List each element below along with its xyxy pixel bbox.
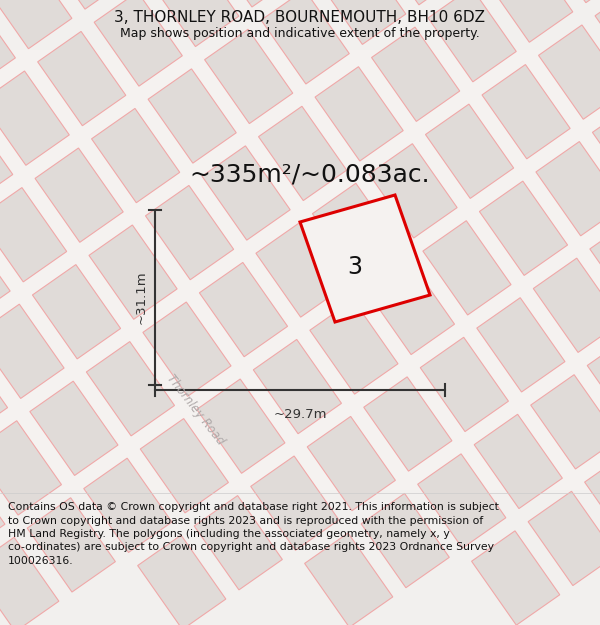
Polygon shape	[30, 381, 118, 476]
Polygon shape	[305, 533, 393, 625]
Polygon shape	[0, 538, 59, 625]
Polygon shape	[371, 27, 460, 121]
Polygon shape	[533, 258, 600, 352]
Polygon shape	[595, 0, 600, 79]
Polygon shape	[0, 111, 13, 205]
Polygon shape	[474, 414, 562, 509]
Polygon shape	[207, 0, 295, 7]
Polygon shape	[205, 29, 293, 124]
Polygon shape	[369, 144, 457, 238]
Polygon shape	[89, 225, 177, 319]
Polygon shape	[317, 0, 406, 44]
Text: co-ordinates) are subject to Crown copyright and database rights 2023 Ordnance S: co-ordinates) are subject to Crown copyr…	[8, 542, 494, 552]
Polygon shape	[300, 195, 430, 322]
Polygon shape	[253, 339, 341, 434]
Polygon shape	[0, 71, 69, 165]
Polygon shape	[364, 377, 452, 471]
Polygon shape	[0, 421, 61, 515]
Polygon shape	[307, 416, 395, 511]
Text: Map shows position and indicative extent of the property.: Map shows position and indicative extent…	[120, 26, 480, 39]
Text: Contains OS data © Crown copyright and database right 2021. This information is : Contains OS data © Crown copyright and d…	[8, 502, 499, 512]
Polygon shape	[202, 146, 290, 240]
Polygon shape	[315, 67, 403, 161]
Polygon shape	[367, 260, 455, 354]
Polygon shape	[0, 461, 5, 554]
Text: 3: 3	[347, 254, 362, 279]
Polygon shape	[86, 342, 175, 436]
Bar	[0, 50, 600, 490]
Polygon shape	[313, 183, 401, 278]
Polygon shape	[418, 454, 506, 548]
Polygon shape	[145, 186, 233, 280]
Bar	[0, 50, 600, 490]
Polygon shape	[137, 535, 226, 625]
Text: ~31.1m: ~31.1m	[134, 271, 148, 324]
Polygon shape	[0, 344, 8, 438]
Polygon shape	[592, 102, 600, 196]
Polygon shape	[0, 0, 16, 88]
Polygon shape	[197, 379, 285, 473]
Polygon shape	[485, 0, 573, 42]
Polygon shape	[423, 221, 511, 315]
Polygon shape	[361, 493, 449, 588]
Polygon shape	[477, 298, 565, 392]
Polygon shape	[541, 0, 600, 2]
Polygon shape	[140, 419, 229, 513]
Polygon shape	[27, 498, 115, 592]
Polygon shape	[194, 496, 283, 590]
Polygon shape	[587, 335, 600, 429]
Polygon shape	[472, 531, 560, 625]
Polygon shape	[0, 304, 64, 399]
Text: 3, THORNLEY ROAD, BOURNEMOUTH, BH10 6DZ: 3, THORNLEY ROAD, BOURNEMOUTH, BH10 6DZ	[115, 9, 485, 24]
Polygon shape	[590, 219, 600, 313]
Polygon shape	[539, 25, 600, 119]
Polygon shape	[531, 375, 600, 469]
Polygon shape	[584, 452, 600, 546]
Polygon shape	[310, 300, 398, 394]
Polygon shape	[92, 108, 180, 202]
Polygon shape	[40, 0, 128, 9]
Polygon shape	[35, 148, 123, 242]
Text: to Crown copyright and database rights 2023 and is reproduced with the permissio: to Crown copyright and database rights 2…	[8, 516, 483, 526]
Text: HM Land Registry. The polygons (including the associated geometry, namely x, y: HM Land Registry. The polygons (includin…	[8, 529, 450, 539]
Polygon shape	[256, 223, 344, 317]
Polygon shape	[528, 491, 600, 586]
Polygon shape	[251, 456, 339, 550]
Text: ~335m²/~0.083ac.: ~335m²/~0.083ac.	[190, 163, 430, 187]
Polygon shape	[374, 0, 463, 5]
Polygon shape	[425, 104, 514, 198]
Polygon shape	[94, 0, 182, 86]
Polygon shape	[0, 227, 10, 321]
Polygon shape	[428, 0, 516, 82]
Text: Thornley Road: Thornley Road	[164, 372, 226, 448]
Polygon shape	[143, 302, 231, 396]
Polygon shape	[0, 188, 67, 282]
Polygon shape	[151, 0, 239, 47]
Polygon shape	[261, 0, 349, 84]
Text: 100026316.: 100026316.	[8, 556, 74, 566]
Text: ~29.7m: ~29.7m	[273, 408, 327, 421]
Polygon shape	[199, 262, 287, 357]
Polygon shape	[420, 338, 508, 432]
Polygon shape	[32, 264, 121, 359]
Polygon shape	[536, 141, 600, 236]
Polygon shape	[482, 64, 570, 159]
Polygon shape	[148, 69, 236, 163]
Polygon shape	[259, 106, 347, 201]
Polygon shape	[38, 31, 126, 126]
Polygon shape	[84, 458, 172, 552]
Polygon shape	[0, 0, 72, 49]
Polygon shape	[479, 181, 568, 276]
